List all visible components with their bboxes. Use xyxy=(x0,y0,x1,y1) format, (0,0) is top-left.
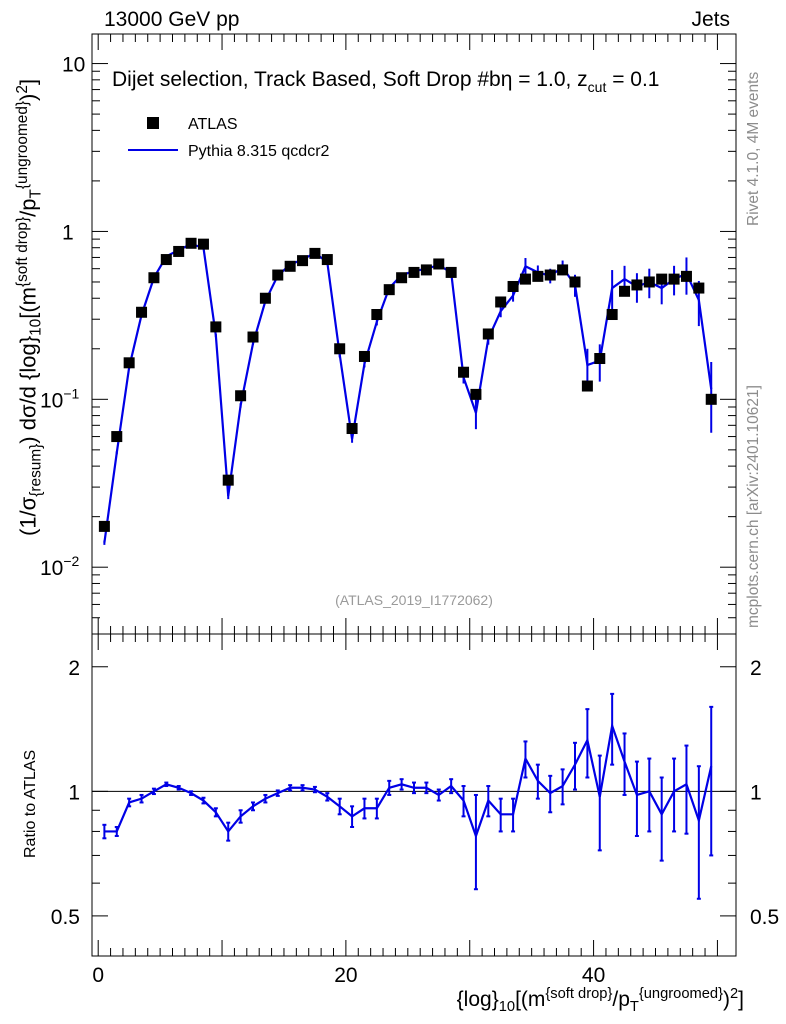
ratio-y-tick-label-right: 2 xyxy=(750,657,762,680)
atlas-data-point xyxy=(445,266,457,278)
atlas-data-point xyxy=(334,343,346,355)
x-tick-label: 20 xyxy=(334,964,357,987)
main-y-tick-label: 10−1 xyxy=(40,385,80,412)
atlas-data-point xyxy=(656,273,668,285)
main-axis-ticks xyxy=(92,34,736,635)
ratio-y-tick-label-left: 1 xyxy=(68,781,80,804)
atlas-data-point xyxy=(495,296,507,308)
atlas-data-point xyxy=(408,266,420,278)
atlas-data-point xyxy=(371,309,383,321)
legend-pythia-label: Pythia 8.315 qcdcr2 xyxy=(188,143,330,160)
atlas-data-point xyxy=(680,270,692,282)
x-tick-labels: 0 20 40 xyxy=(92,964,605,987)
atlas-data-point xyxy=(458,366,470,378)
atlas-data-point xyxy=(507,280,519,292)
mc-main-line xyxy=(103,242,713,543)
data-series-main xyxy=(98,237,717,532)
atlas-data-point xyxy=(606,309,618,321)
atlas-data-point xyxy=(594,353,606,365)
category-label: Jets xyxy=(691,8,730,31)
mc-ratio-line xyxy=(104,721,713,840)
atlas-data-point xyxy=(693,282,705,294)
energy-label: 13000 GeV pp xyxy=(104,8,240,31)
atlas-data-point xyxy=(173,245,185,257)
atlas-data-point xyxy=(284,260,296,272)
atlas-data-point xyxy=(705,393,717,405)
atlas-data-point xyxy=(383,284,395,296)
atlas-data-point xyxy=(259,292,271,304)
atlas-data-point xyxy=(668,273,680,285)
atlas-data-point xyxy=(519,273,531,285)
legend: ATLAS Pythia 8.315 qcdcr2 xyxy=(128,116,330,160)
atlas-data-point xyxy=(532,270,544,282)
atlas-data-point xyxy=(148,272,160,284)
atlas-data-point xyxy=(222,474,234,486)
atlas-data-point xyxy=(619,285,631,297)
atlas-data-point xyxy=(272,269,284,281)
ratio-y-tick-labels: 0.5 0.5 1 1 2 2 xyxy=(51,657,779,929)
atlas-data-point xyxy=(482,328,494,340)
main-y-tick-label: 10−2 xyxy=(40,553,80,580)
atlas-data-point xyxy=(309,247,321,259)
atlas-data-point xyxy=(321,254,333,266)
ratio-y-tick-label-left: 2 xyxy=(68,657,80,680)
atlas-data-point xyxy=(643,276,655,288)
ratio-plot-frame xyxy=(91,633,737,957)
atlas-data-point xyxy=(111,431,123,443)
atlas-data-point xyxy=(346,423,358,435)
main-y-tick-label: 1 xyxy=(62,221,74,244)
legend-atlas-marker xyxy=(147,117,159,129)
atlas-data-point xyxy=(235,390,247,402)
atlas-data-point xyxy=(396,272,408,284)
atlas-data-point xyxy=(247,331,259,343)
plot-title: Dijet selection, Track Based, Soft Drop … xyxy=(112,68,660,95)
atlas-data-point xyxy=(420,264,432,276)
atlas-data-point xyxy=(544,269,556,281)
main-y-tick-label: 10 xyxy=(62,54,85,77)
atlas-data-point xyxy=(631,279,643,291)
x-tick-label: 40 xyxy=(582,964,605,987)
atlas-data-point xyxy=(581,380,593,392)
atlas-data-point xyxy=(185,237,197,249)
atlas-data-point xyxy=(123,357,135,369)
x-tick-label: 0 xyxy=(92,964,104,987)
atlas-data-point xyxy=(160,254,172,266)
ratio-y-tick-label-right: 1 xyxy=(750,781,762,804)
atlas-data-point xyxy=(210,321,222,333)
analysis-watermark: (ATLAS_2019_I1772062) xyxy=(335,592,493,608)
atlas-data-point xyxy=(197,238,209,250)
atlas-data-point xyxy=(433,258,445,270)
atlas-data-point xyxy=(297,255,309,267)
atlas-data-point xyxy=(136,306,148,318)
atlas-data-point xyxy=(358,350,370,362)
atlas-data-point xyxy=(569,276,581,288)
ratio-axis-ticks xyxy=(92,634,736,957)
atlas-data-point xyxy=(557,264,569,276)
ratio-y-tick-label-right: 0.5 xyxy=(750,906,779,929)
atlas-data-point xyxy=(470,388,482,400)
legend-atlas-label: ATLAS xyxy=(188,116,238,133)
mc-series-ratio xyxy=(102,692,714,900)
atlas-data-point xyxy=(98,520,110,532)
ratio-y-tick-label-left: 0.5 xyxy=(51,906,80,929)
main-y-tick-labels: 10 1 10−1 10−2 xyxy=(40,54,85,581)
x-axis-label: {log}10[(m{soft drop}/pT{ungroomed})2] xyxy=(456,986,744,1016)
